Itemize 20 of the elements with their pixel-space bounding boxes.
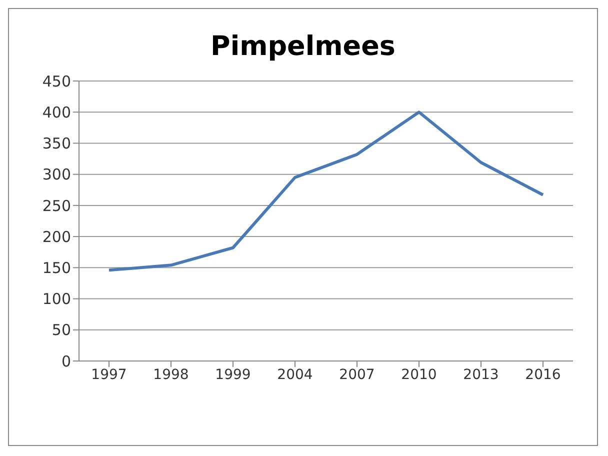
x-tick-label: 1998: [153, 366, 189, 383]
line-series: [108, 110, 544, 272]
x-tick-label: 2007: [339, 366, 375, 383]
y-tick-label: 300: [42, 166, 71, 184]
chart-title: Pimpelmees: [210, 31, 396, 64]
y-tick-label: 200: [42, 228, 71, 246]
x-tick-label: 2013: [463, 366, 499, 383]
y-tick-label: 100: [42, 290, 71, 308]
x-tick-label: 1997: [91, 366, 127, 383]
y-tick-label: 150: [42, 258, 71, 277]
y-tick-label: 0: [61, 352, 71, 370]
x-tick-label: 2010: [401, 366, 437, 383]
y-tick-label: 350: [42, 134, 71, 153]
x-tick-label: 2016: [525, 366, 561, 383]
y-tick-label: 50: [52, 321, 71, 340]
x-tick-label: 1999: [215, 366, 251, 383]
y-tick-label: 450: [42, 72, 71, 90]
y-tick-label: 250: [42, 196, 71, 215]
y-tick-label: 400: [42, 103, 71, 122]
x-tick-label: 2004: [277, 366, 313, 383]
